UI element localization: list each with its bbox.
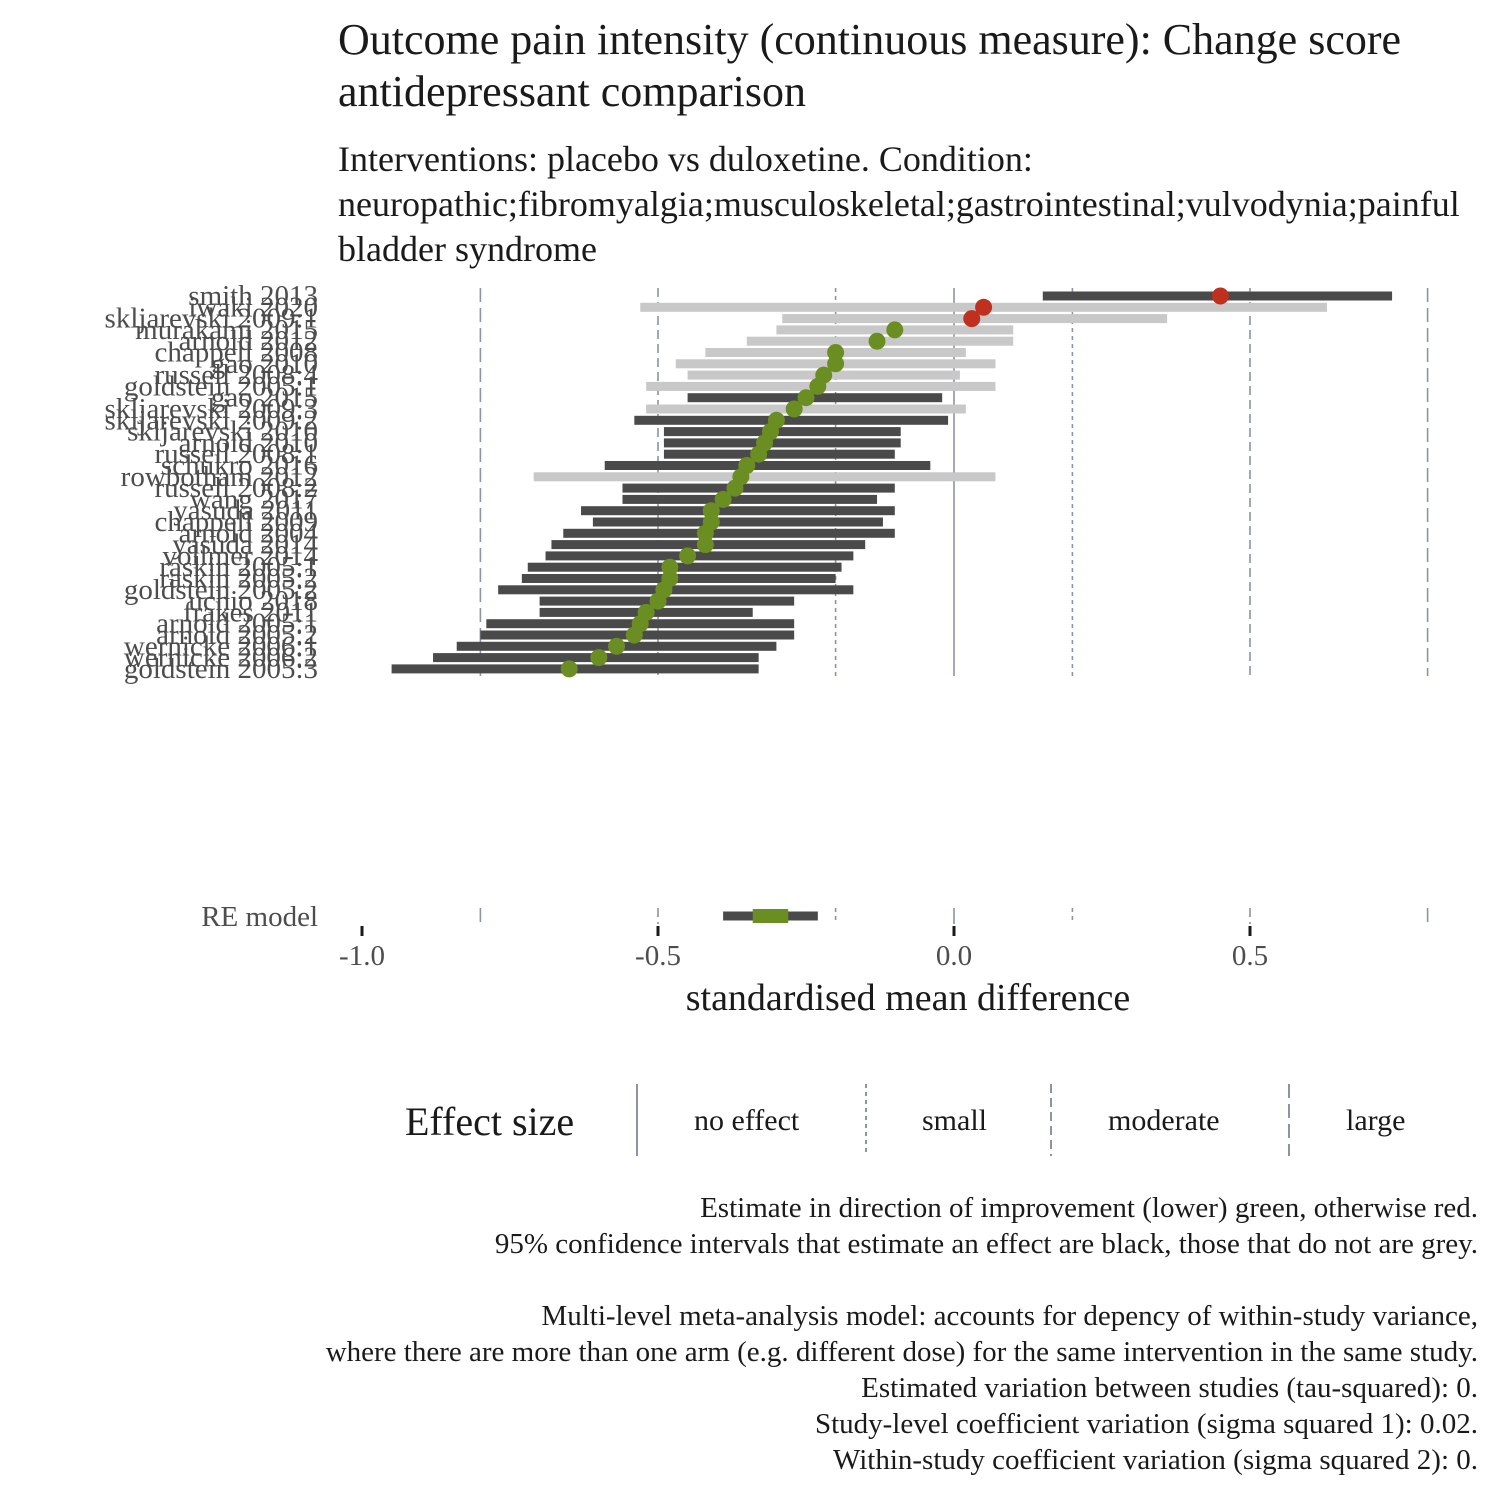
study-label: chappell 2009	[155, 506, 318, 538]
confidence-intervals	[391, 291, 1393, 674]
study-label: raskin 2005:2	[159, 563, 318, 595]
x-tick-label: -0.5	[635, 940, 681, 972]
chart-subtitle: Interventions: placebo vs duloxetine. Co…	[338, 139, 1469, 269]
study-label: smith 2013	[188, 280, 318, 312]
point-estimate	[679, 547, 697, 565]
confidence-interval-bar	[521, 574, 836, 583]
study-label: skljarevski 2009:1	[105, 303, 318, 335]
point-estimate	[963, 310, 981, 328]
study-label: goldstein 2005:3	[124, 653, 318, 685]
confidence-interval-bar	[663, 449, 895, 459]
point-estimate	[1211, 287, 1229, 305]
point-estimate	[886, 321, 904, 339]
confidence-interval-bar	[563, 528, 895, 538]
confidence-interval-bar	[545, 551, 854, 561]
study-label: yasuda 2011	[173, 495, 318, 527]
point-estimate	[726, 479, 744, 497]
legend-label-small: small	[922, 1104, 987, 1137]
study-label: yasuda 2014	[172, 529, 318, 561]
point-estimate	[625, 626, 643, 644]
study-label: arnold 2004	[179, 517, 319, 549]
chart-title: Outcome pain intensity (continuous measu…	[338, 15, 1413, 116]
study-label: schukro 2016	[161, 450, 318, 482]
summary-estimate	[752, 909, 789, 923]
confidence-interval-bar	[592, 517, 883, 527]
point-estimate	[714, 490, 732, 508]
legend-label-no-effect: no effect	[694, 1104, 800, 1137]
study-label: russell 2008:2	[154, 472, 318, 504]
point-estimate	[809, 377, 827, 395]
point-estimate	[560, 660, 578, 678]
legend-lines	[636, 1084, 1290, 1156]
study-label: rowbotham 2012	[121, 461, 318, 493]
point-estimate	[868, 332, 886, 350]
caption-line: where there are more than one arm (e.g. …	[325, 1336, 1478, 1368]
caption-line: Estimate in direction of improvement (lo…	[700, 1192, 1478, 1224]
confidence-interval-bar	[622, 483, 895, 493]
study-label: iwaki 2020	[188, 291, 318, 323]
point-estimate	[590, 649, 608, 667]
study-label: gao 2015	[211, 382, 318, 414]
study-label: gao 2010	[211, 348, 318, 380]
point-estimate	[785, 400, 803, 418]
x-axis-title: standardised mean difference	[686, 977, 1131, 1019]
caption-line: Study-level coefficient variation (sigma…	[814, 1408, 1478, 1440]
confidence-interval-bar	[527, 562, 842, 572]
confidence-interval-bar	[687, 393, 943, 403]
caption-line: Within-study coefficient variation (sigm…	[833, 1444, 1478, 1476]
study-label: arnold 2012	[179, 325, 318, 357]
confidence-interval-bar	[663, 427, 901, 437]
study-label: uchio 2018	[188, 585, 318, 617]
study-label: chappell 2008	[155, 337, 318, 369]
confidence-interval-bar	[498, 585, 854, 595]
x-tick-label: 0.0	[936, 940, 972, 972]
caption-line: Estimated variation between studies (tau…	[861, 1372, 1478, 1404]
study-label: goldstein 2005:2	[124, 574, 318, 606]
study-label: skljarevski 2009:2	[105, 404, 318, 436]
study-label: goldstein 2005:1	[124, 370, 318, 402]
confidence-interval-bar	[581, 506, 895, 516]
point-estimate	[827, 355, 845, 373]
summary-label: RE model	[201, 901, 318, 933]
legend-label-moderate: moderate	[1108, 1104, 1220, 1137]
study-label: arnold 2005:2	[156, 619, 318, 651]
point-estimate	[750, 445, 768, 463]
study-label: wernicke 2006:1	[124, 630, 318, 662]
point-estimate	[608, 637, 626, 655]
study-label: skljarevski 2010	[127, 416, 318, 448]
x-tick-label: -1.0	[339, 940, 385, 972]
study-label: wang 2017	[190, 483, 318, 515]
point-estimate	[797, 389, 815, 407]
study-label: skljarevski 2009:3	[105, 393, 318, 425]
confidence-interval-bar	[539, 596, 795, 606]
study-label: vollmer 2014	[163, 540, 319, 572]
study-label: murakami 2015	[135, 314, 318, 346]
confidence-interval-bar	[622, 494, 878, 504]
caption-line: Multi-level meta-analysis model: account…	[541, 1300, 1478, 1332]
confidence-interval-bar	[646, 404, 966, 414]
study-label: arnold 2010	[179, 427, 318, 459]
study-label: raskin 2005:1	[159, 551, 318, 583]
study-label: russell 2008:1	[154, 438, 318, 470]
confidence-interval-bar	[663, 438, 901, 448]
caption-line: 95% confidence intervals that estimate a…	[494, 1228, 1478, 1260]
confidence-interval-bar	[533, 472, 996, 482]
study-label: arnold 2005:1	[156, 608, 318, 640]
x-tick-label: 0.5	[1232, 940, 1268, 972]
point-estimates	[560, 287, 1229, 678]
summary-row: RE model	[201, 901, 818, 933]
study-label: frakes 2011	[183, 596, 318, 628]
confidence-interval-bar	[604, 461, 931, 470]
confidence-interval-bar	[634, 415, 949, 425]
point-estimate	[649, 592, 667, 610]
x-axis: -1.0 -0.5 0.0 0.5	[339, 926, 1268, 972]
study-label: russell 2008:4	[154, 359, 318, 391]
point-estimate	[975, 298, 993, 316]
legend-title: Effect size	[405, 1099, 575, 1144]
legend-label-large: large	[1346, 1104, 1406, 1137]
study-label: wernicke 2006:2	[124, 642, 318, 674]
point-estimate	[696, 536, 714, 554]
